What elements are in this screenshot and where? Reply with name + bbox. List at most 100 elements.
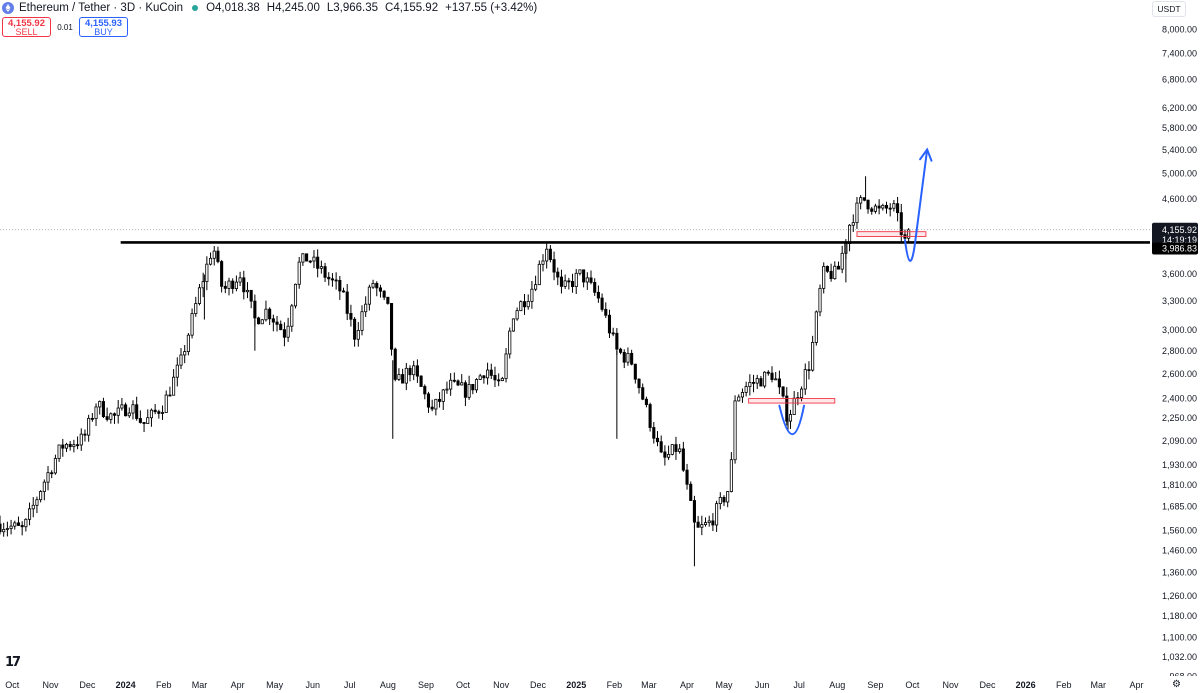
sell-label: SELL [15, 27, 38, 37]
ohlc-high: H4,245.00 [266, 2, 320, 14]
candle-body [619, 348, 623, 353]
candle-body [851, 222, 855, 226]
candle-body [386, 296, 390, 304]
sell-button[interactable]: 4,155.92 SELL [2, 17, 51, 37]
trade-buttons: 4,155.92 SELL 0.01 4,155.93 BUY [2, 17, 128, 37]
candle-body [197, 287, 202, 304]
price-tick-label: 5,400.00 [1162, 145, 1197, 155]
candle-body [312, 256, 316, 262]
candle-body [825, 266, 829, 272]
candle-body [755, 378, 759, 384]
price-tick-label: 1,560.00 [1162, 525, 1197, 535]
candle-body [131, 404, 135, 414]
gear-icon[interactable]: ⚙ [1172, 679, 1181, 690]
tradingview-logo[interactable]: 17 [5, 655, 21, 670]
price-tick-label: 6,800.00 [1162, 74, 1197, 84]
price-tick-label: 2,600.00 [1162, 369, 1197, 379]
buy-price: 4,155.93 [85, 18, 122, 29]
price-tick-label: 2,250.00 [1162, 413, 1197, 423]
candle-body [308, 260, 312, 263]
candle-body [341, 290, 346, 293]
price-tick-label: 6,200.00 [1162, 103, 1197, 113]
candle-body [678, 448, 682, 452]
candle-body [622, 352, 626, 363]
candle-body [759, 378, 763, 387]
candle-body [607, 314, 612, 334]
candle-body [593, 282, 597, 293]
candle-body [297, 261, 301, 285]
candle-body [186, 334, 190, 353]
time-tick-label: Oct [5, 680, 20, 690]
candle-body [641, 387, 645, 400]
candle-body [319, 266, 323, 269]
candle-body [814, 311, 818, 343]
price-tick-label: 1,180.00 [1162, 611, 1197, 621]
price-tick-label: 3,300.00 [1162, 296, 1197, 306]
current-price-marker [1152, 222, 1198, 247]
candle-body [375, 282, 379, 289]
price-tick-label: 7,400.00 [1162, 49, 1197, 59]
price-tick-label: 8,000.00 [1162, 25, 1197, 35]
time-tick-label: Dec [979, 680, 996, 690]
candle-body [855, 202, 859, 224]
candle-body [707, 520, 711, 523]
price-tick-label: 4,600.00 [1162, 194, 1197, 204]
price-axis[interactable]: 8,000.00 7,400.00 6,800.00 6,200.00 5,800.00… [1150, 0, 1200, 676]
bounce-curve [778, 404, 806, 436]
candle-body [438, 398, 442, 402]
candle-body [585, 277, 589, 283]
candle-body [138, 418, 142, 423]
candle-body [120, 404, 124, 409]
candle-body [153, 409, 157, 413]
price-tick-label: 3,000.00 [1162, 325, 1197, 335]
candle-body [807, 369, 811, 372]
candle-body [615, 332, 619, 350]
time-tick-label: Feb [607, 680, 623, 690]
arrow-head [919, 147, 933, 162]
candle-body [740, 392, 744, 398]
candle-body [822, 266, 826, 289]
time-tick-label: Oct [905, 680, 920, 690]
candle-body [718, 497, 722, 505]
candle-body [611, 332, 615, 335]
time-tick-label: Jun [305, 680, 320, 690]
price-tick-label: 5,800.00 [1162, 123, 1197, 133]
chart-pane[interactable] [0, 0, 1150, 676]
candle-body [711, 520, 715, 526]
candle-body [559, 276, 564, 287]
candle-body [744, 386, 748, 393]
candle-body [271, 318, 275, 323]
candle-body [659, 441, 663, 453]
time-tick-label: Dec [530, 680, 547, 690]
symbol-title[interactable]: Ethereum / Tether · 3D · KuCoin [19, 2, 184, 14]
candle-body [892, 203, 896, 209]
candle-body [663, 451, 667, 458]
candle-body [430, 406, 434, 410]
candle-body [46, 472, 50, 483]
candle-body [53, 458, 57, 474]
time-axis[interactable]: Oct Nov Dec 2024 Feb Mar Apr May Jun Jul Aug Sep Oct… [0, 676, 1150, 693]
candle-body [90, 417, 94, 420]
candle-body [135, 404, 139, 419]
candle-body [703, 522, 708, 526]
candle-body [829, 270, 833, 280]
currency-selector[interactable]: USDT [1152, 1, 1186, 17]
candle-body [497, 379, 501, 382]
candle-body [316, 256, 320, 269]
candle-body [896, 203, 900, 214]
support-zone [748, 398, 836, 404]
candle-body [785, 395, 789, 422]
time-tick-label: Aug [829, 680, 845, 690]
candle-body [526, 301, 530, 308]
candle-body [367, 286, 371, 305]
candle-body [434, 398, 438, 410]
candle-body [175, 364, 179, 378]
candle-body [330, 278, 334, 281]
candle-body [777, 378, 781, 388]
candle-body [168, 394, 172, 397]
buy-button[interactable]: 4,155.93 BUY [79, 17, 128, 37]
time-tick-label: Dec [79, 680, 96, 690]
candle-body [870, 208, 874, 212]
time-tick-label: Mar [641, 680, 657, 690]
candle-body [570, 281, 575, 288]
